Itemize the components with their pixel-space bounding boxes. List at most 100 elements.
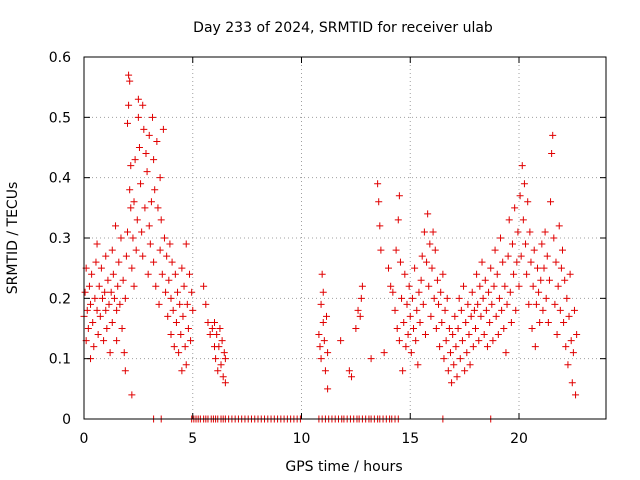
- data-point: [354, 306, 362, 314]
- data-point: [451, 312, 459, 320]
- data-point: [316, 343, 324, 351]
- data-point: [524, 198, 532, 206]
- data-point: [140, 125, 148, 133]
- data-point: [102, 306, 110, 314]
- data-point: [458, 337, 466, 345]
- data-point: [395, 337, 403, 345]
- data-point: [134, 113, 142, 121]
- data-point: [113, 337, 121, 345]
- data-point: [183, 300, 191, 308]
- data-point: [495, 294, 503, 302]
- data-point: [154, 204, 162, 212]
- y-tick-label: 0.5: [49, 110, 71, 126]
- y-tick-label: 0.1: [49, 352, 71, 368]
- data-point: [146, 240, 154, 248]
- data-point: [559, 246, 566, 254]
- data-point: [214, 367, 222, 375]
- data-point: [515, 282, 523, 290]
- data-point: [407, 349, 415, 357]
- x-tick-label: 10: [293, 431, 311, 447]
- data-point: [538, 240, 546, 248]
- data-point: [472, 325, 479, 332]
- data-point: [415, 288, 423, 296]
- data-point: [95, 282, 103, 290]
- data-point: [398, 294, 406, 302]
- data-point: [477, 312, 485, 320]
- data-point: [134, 95, 142, 103]
- data-point: [536, 318, 544, 326]
- data-point: [419, 300, 427, 308]
- y-axis-label: SRMTID / TECUs: [5, 182, 21, 295]
- data-point: [457, 306, 465, 314]
- data-point: [400, 318, 408, 326]
- data-point: [158, 270, 166, 278]
- data-point: [561, 276, 569, 284]
- data-point: [141, 204, 149, 212]
- data-point: [489, 337, 497, 345]
- data-point: [408, 294, 416, 302]
- data-point: [452, 343, 460, 351]
- data-point: [412, 337, 420, 345]
- data-point: [548, 150, 556, 158]
- data-point: [517, 252, 525, 260]
- y-tick-labels: 0 0.1 0.2 0.3 0.4 0.5 0.6: [49, 50, 71, 428]
- data-point: [156, 174, 164, 182]
- data-point: [573, 331, 581, 339]
- data-point: [139, 252, 147, 260]
- data-point: [473, 270, 481, 278]
- data-point: [527, 258, 535, 266]
- data-point: [129, 234, 137, 242]
- data-point: [90, 343, 98, 351]
- data-point: [399, 367, 407, 375]
- data-point: [438, 318, 446, 326]
- data-point: [133, 216, 141, 224]
- data-point: [202, 300, 210, 308]
- data-point: [541, 228, 549, 236]
- data-point: [358, 282, 366, 290]
- data-point: [175, 349, 183, 357]
- data-point: [435, 300, 443, 308]
- data-point: [110, 294, 118, 302]
- data-point: [185, 270, 193, 278]
- data-point: [352, 325, 360, 332]
- data-point: [401, 270, 409, 278]
- data-point: [169, 306, 177, 314]
- data-point: [429, 228, 437, 236]
- data-point: [479, 294, 487, 302]
- data-point: [537, 276, 545, 284]
- data-point: [180, 282, 188, 290]
- data-point: [547, 198, 555, 206]
- data-point: [109, 270, 117, 278]
- data-point: [391, 306, 399, 314]
- data-point: [159, 125, 167, 133]
- data-point: [423, 258, 431, 266]
- data-point: [125, 101, 133, 109]
- data-point: [462, 318, 470, 326]
- data-point: [120, 349, 128, 357]
- data-point: [492, 312, 500, 320]
- data-point: [424, 210, 432, 218]
- data-point: [184, 325, 192, 332]
- data-point: [393, 325, 401, 332]
- data-point: [467, 312, 475, 320]
- data-point: [139, 101, 147, 109]
- data-point: [465, 331, 473, 339]
- data-point: [128, 391, 136, 399]
- data-point: [503, 300, 511, 308]
- data-point: [482, 306, 490, 314]
- data-point: [92, 258, 100, 266]
- data-point: [376, 222, 384, 230]
- y-tick-label: 0.3: [49, 231, 71, 247]
- data-point: [431, 246, 439, 254]
- data-point: [337, 337, 345, 345]
- data-point: [445, 325, 453, 332]
- data-point: [420, 228, 428, 236]
- data-point: [182, 240, 190, 248]
- data-point: [143, 168, 151, 176]
- data-point: [126, 77, 134, 85]
- data-point: [220, 349, 228, 357]
- data-point: [156, 246, 164, 254]
- data-point: [540, 264, 548, 272]
- data-point: [155, 300, 163, 308]
